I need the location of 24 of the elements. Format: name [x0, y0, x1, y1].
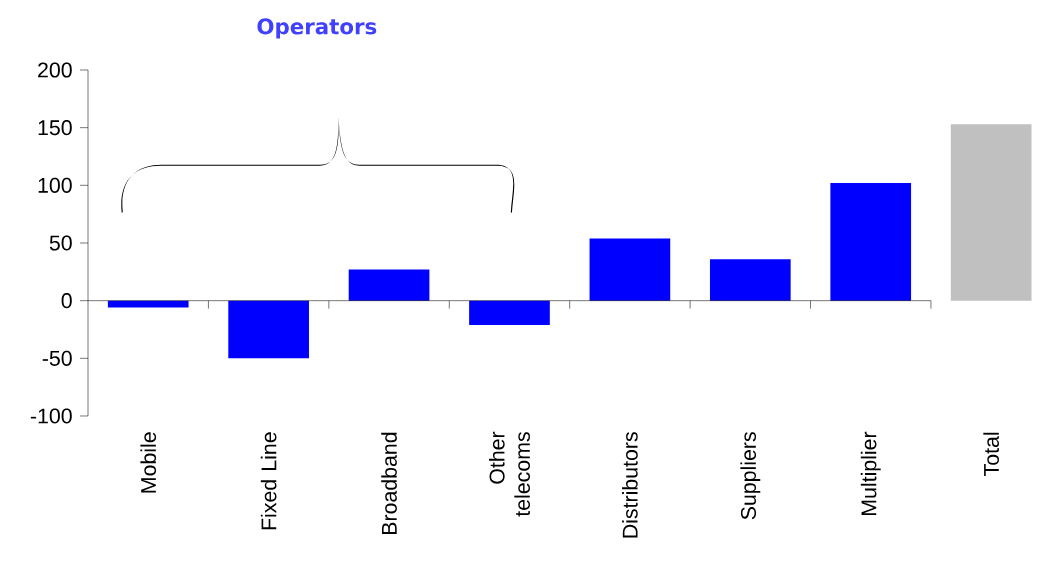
y-tick-label: 100: [38, 177, 72, 193]
y-tick-label: 50: [49, 235, 72, 251]
bar: [107, 300, 189, 308]
text: Operators: [257, 18, 377, 39]
bar: [348, 269, 430, 301]
x-tick-label: Broadband: [381, 432, 397, 534]
x-tick-label: Fixed Line: [260, 432, 277, 530]
x-tick-label: Multiplier: [860, 431, 881, 515]
bar: [709, 259, 791, 301]
bar: [830, 183, 912, 301]
y-tick-label: 150: [38, 120, 72, 136]
x-tick-label: Suppliers: [740, 432, 761, 520]
y-tick-label: -50: [42, 350, 72, 366]
x-tick-label: Other telecoms: [488, 431, 530, 517]
y-tick-label: 0: [61, 293, 72, 309]
bar: [950, 124, 1032, 301]
y-tick-label: 200: [38, 62, 72, 78]
x-tick-label: Distributors: [622, 432, 638, 538]
bar: [228, 300, 309, 359]
bar: [589, 238, 671, 301]
x-tick-label: Mobile: [140, 432, 157, 493]
bar: [469, 300, 550, 325]
y-tick-label: -100: [30, 408, 72, 424]
x-tick-label: Total: [983, 432, 999, 476]
